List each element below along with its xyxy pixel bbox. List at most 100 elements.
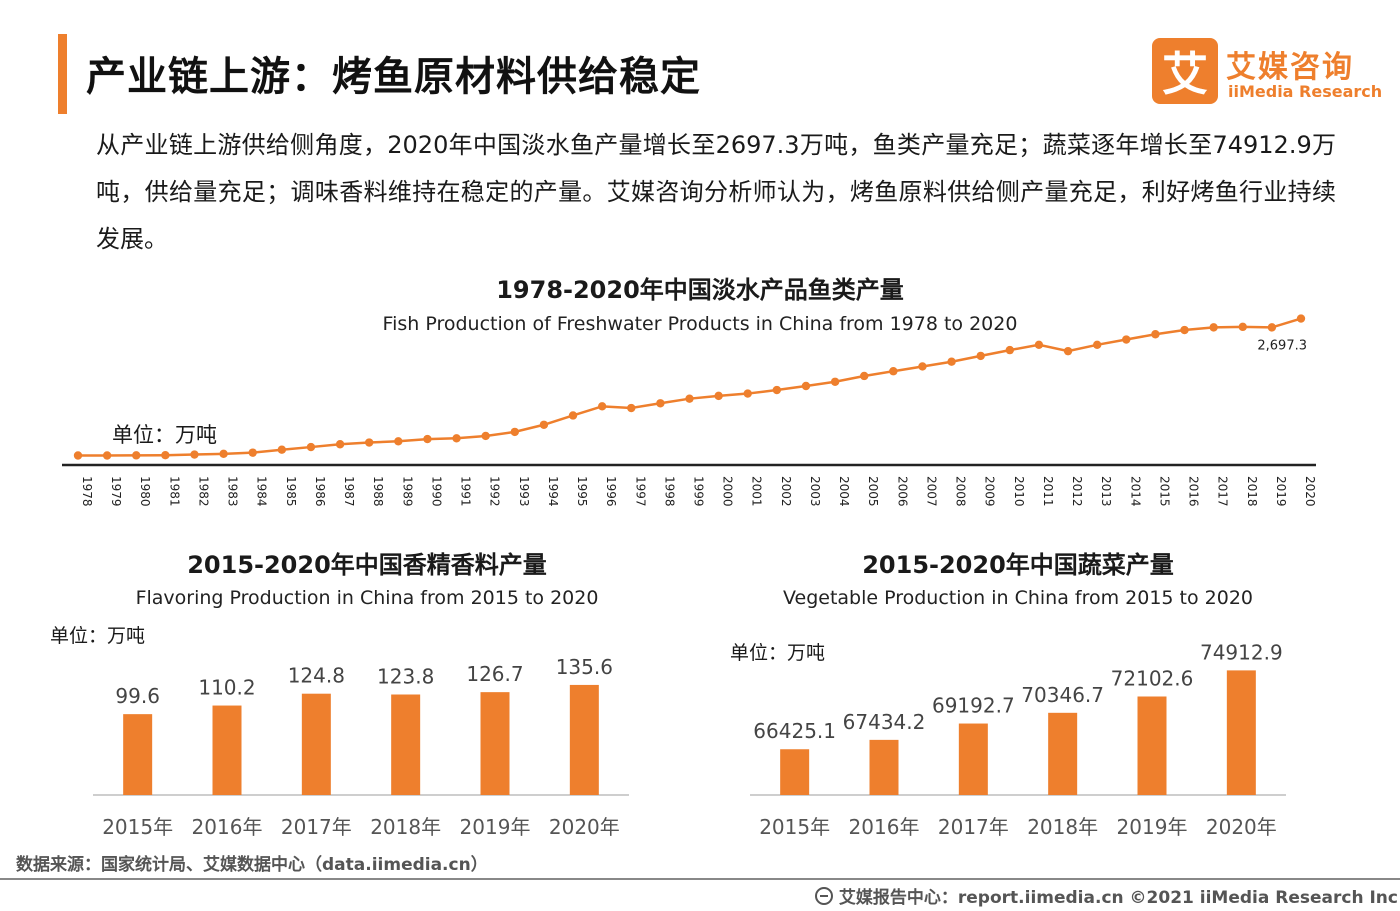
data-point (306, 442, 316, 452)
data-point (219, 449, 228, 459)
x-tick-label: 2016 (1187, 476, 1201, 507)
title-accent-bar (58, 34, 67, 114)
data-point (685, 394, 694, 403)
x-tick-label: 2017 (1216, 476, 1230, 507)
x-tick-label: 2011 (1041, 476, 1055, 507)
data-point (510, 427, 519, 437)
fish-production-line-chart: 单位：万吨 1978 1979 1980 1981 1982 1983 1984 1985 198… (62, 314, 1317, 507)
bar-value-label: 66425.1 (753, 719, 836, 743)
bar-value-label: 70346.7 (1021, 683, 1104, 707)
x-tick-label: 2001 (750, 476, 764, 507)
bar-value-label: 67434.2 (843, 710, 926, 734)
x-tick-label: 2002 (779, 476, 793, 507)
data-point (1180, 325, 1189, 335)
x-tick-label: 1987 (342, 476, 356, 507)
x-tick-label: 2012 (1070, 476, 1084, 507)
data-point (1122, 335, 1131, 344)
data-point (772, 385, 782, 395)
x-tick-label: 2014 (1128, 476, 1142, 507)
data-point (1296, 314, 1306, 323)
vegetable-chart-title: 2015-2020年中国蔬菜产量 (862, 551, 1174, 579)
flavoring-chart-title: 2015-2020年中国香精香料产量 (187, 551, 547, 579)
x-tick-label: 2009 (983, 476, 997, 507)
data-point (102, 451, 112, 460)
data-point (364, 438, 374, 447)
globe-icon (814, 886, 833, 905)
flavoring-bar-chart: 单位：万吨 99.6 2015年 110.2 2016年 124.8 2017年 123.8 2… (50, 625, 629, 839)
data-point (714, 391, 723, 401)
x-tick-label: 1982 (196, 476, 210, 507)
x-tick-label: 2006 (895, 476, 909, 507)
data-point (947, 357, 956, 366)
x-tick-label: 1994 (546, 476, 560, 507)
bar (869, 739, 899, 795)
bar-value-label: 124.8 (288, 664, 345, 688)
bar-value-label: 99.6 (115, 684, 160, 708)
bar (1226, 670, 1256, 795)
footer: 艾媒报告中心：report.iimedia.cn ©2021 iiMedia R… (814, 883, 1398, 908)
x-tick-label: 2007 (924, 476, 938, 507)
logo: 艾 艾媒咨询 iiMedia Research (1152, 38, 1382, 108)
vegetable-chart-subtitle: Vegetable Production in China from 2015 … (782, 587, 1254, 609)
x-tick-label: 1980 (138, 476, 152, 507)
x-category-label: 2020年 (1206, 815, 1277, 839)
x-category-label: 2016年 (849, 815, 920, 839)
x-category-label: 2019年 (460, 815, 531, 839)
data-point (132, 451, 141, 460)
bar-value-label: 123.8 (377, 665, 434, 689)
x-tick-label: 2004 (837, 476, 851, 507)
x-category-label: 2020年 (549, 815, 620, 839)
data-point (394, 437, 403, 446)
data-point (1151, 330, 1160, 339)
x-tick-label: 2015 (1157, 476, 1171, 507)
footer-report-text[interactable]: 艾媒报告中心：report.iimedia.cn ©2021 iiMedia R… (838, 888, 1398, 908)
bar-value-label: 110.2 (198, 676, 255, 700)
x-tick-label: 1990 (429, 476, 443, 507)
bar (1137, 696, 1167, 795)
flavoring-chart-subtitle: Flavoring Production in China from 2015 … (135, 587, 599, 609)
data-point (1034, 340, 1044, 350)
data-point (1005, 345, 1015, 355)
data-point (1063, 346, 1073, 356)
x-category-label: 2016年 (192, 815, 263, 839)
data-point (161, 450, 170, 460)
line-chart-unit-label: 单位：万吨 (112, 423, 217, 447)
x-tick-label: 1978 (80, 476, 94, 507)
x-tick-label: 2008 (954, 476, 968, 507)
x-tick-label: 1993 (517, 476, 531, 507)
data-point (423, 434, 432, 444)
x-tick-label: 1991 (459, 476, 473, 507)
x-tick-label: 1995 (575, 476, 589, 507)
data-point (248, 448, 257, 457)
x-category-label: 2018年 (370, 815, 441, 839)
bar (123, 714, 153, 795)
data-point (1209, 323, 1218, 332)
x-tick-label: 2003 (808, 476, 822, 507)
logo-name-en: iiMedia Research (1228, 82, 1383, 101)
data-point (889, 367, 898, 376)
bar (212, 705, 242, 795)
data-point (190, 450, 199, 459)
x-tick-label: 2013 (1099, 476, 1113, 507)
x-category-label: 2019年 (1117, 815, 1188, 839)
x-tick-label: 2010 (1012, 476, 1026, 507)
x-tick-label: 1985 (284, 476, 298, 507)
data-point (452, 434, 461, 443)
data-point (277, 445, 287, 454)
x-tick-label: 1988 (371, 476, 385, 507)
data-point (1092, 340, 1102, 350)
data-point (1267, 323, 1277, 332)
x-tick-label: 1992 (488, 476, 502, 507)
data-point (539, 420, 549, 429)
x-tick-label: 2000 (721, 476, 735, 507)
x-tick-label: 1983 (226, 476, 240, 507)
data-point (918, 362, 927, 371)
data-point (1238, 322, 1247, 332)
bar-value-label: 69192.7 (932, 694, 1015, 718)
line-chart-subtitle: Fish Production of Freshwater Products i… (382, 313, 1018, 335)
x-category-label: 2017年 (938, 815, 1009, 839)
bar-value-label: 74912.9 (1200, 640, 1283, 664)
x-tick-label: 1998 (662, 476, 676, 507)
x-tick-label: 1997 (633, 476, 647, 507)
x-category-label: 2018年 (1027, 815, 1098, 839)
